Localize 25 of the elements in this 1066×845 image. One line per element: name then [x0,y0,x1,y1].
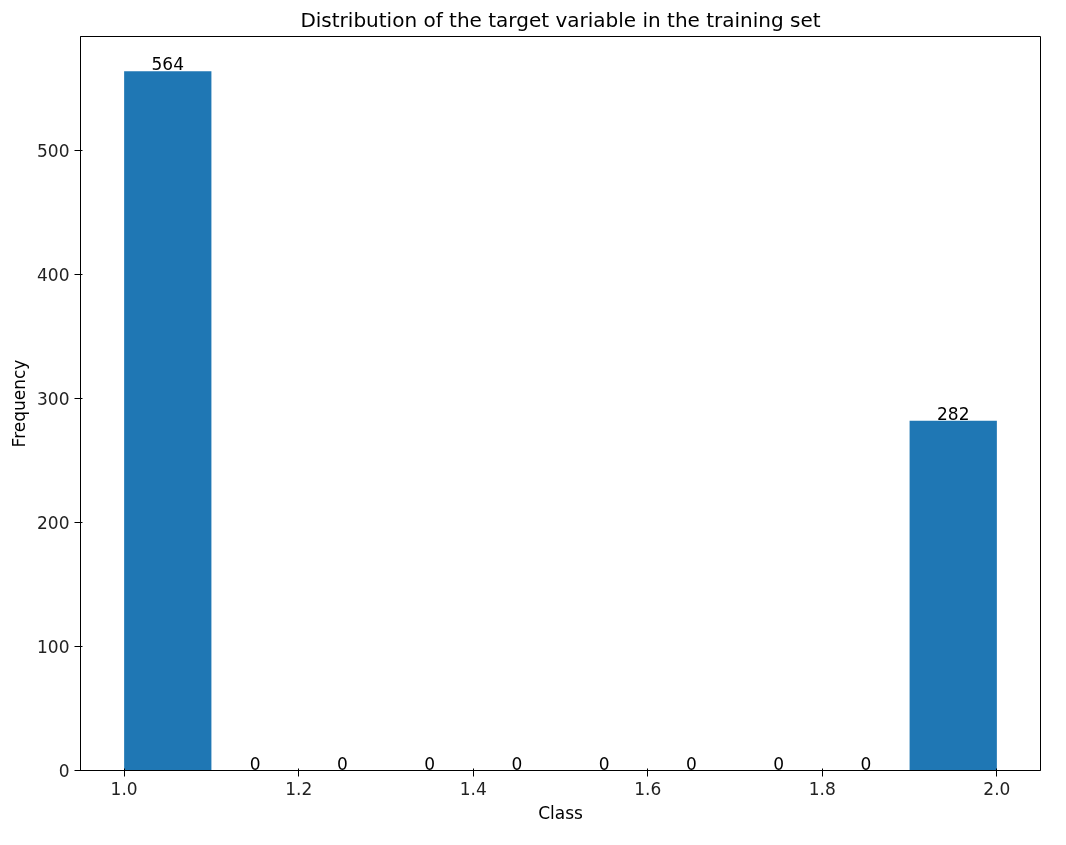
data-label: 0 [424,753,436,774]
data-label: 0 [860,753,872,774]
x-tick-label: 1.0 [110,778,138,799]
data-label: 0 [686,753,697,774]
data-label: 564 [151,54,184,75]
x-tick-label: 1.6 [634,778,662,799]
data-label: 0 [598,753,610,774]
data-label: 0 [511,753,523,774]
x-tick-label: 1.2 [285,778,313,799]
data-label: 0 [336,753,348,774]
y-tick-label: 500 [37,141,70,162]
x-tick-label: 1.4 [459,778,487,799]
y-tick-label: 300 [37,389,70,410]
x-tick-label: 1.8 [808,778,836,799]
y-tick-label: 100 [37,637,70,658]
y-tick-label: 0 [58,761,70,781]
y-tick-label: 200 [37,513,70,534]
chart-title: Distribution of the target variable in the training set [300,7,821,32]
x-axis-title: Class [538,802,584,823]
y-axis-title: Frequency [9,359,30,448]
y-tick-label: 400 [37,265,70,286]
data-label: 0 [773,753,785,774]
data-label: 282 [937,403,970,424]
x-tick-label: 2.0 [983,778,1011,799]
data-label: 0 [249,753,261,774]
